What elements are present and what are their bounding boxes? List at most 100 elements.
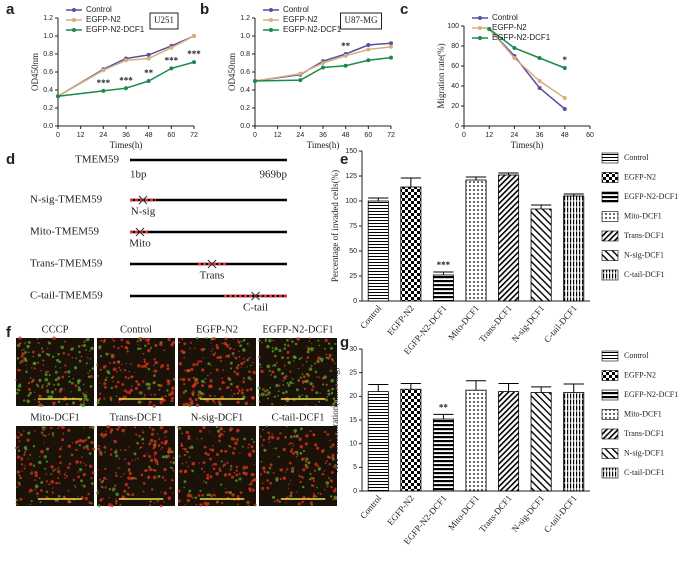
cell-dot [58, 389, 62, 393]
cell-dot [48, 373, 51, 377]
cell-dot [98, 397, 102, 401]
cell-dot [18, 336, 22, 340]
cell-dot [67, 489, 70, 492]
cell-dot [295, 491, 298, 493]
cell-dot [183, 453, 187, 457]
cell-dot [61, 438, 65, 442]
cell-dot [84, 497, 88, 501]
cell-dot [226, 490, 229, 494]
cell-dot [124, 449, 127, 452]
cell-dot [127, 486, 130, 489]
cell-dot [260, 369, 264, 374]
cell-dot [271, 370, 275, 374]
cell-dot [152, 404, 157, 408]
cell-dot [262, 428, 264, 431]
cell-dot [333, 399, 338, 404]
legend-swatch [601, 448, 619, 459]
cell-dot [319, 357, 324, 362]
construct-name: Trans-TMEM59 [30, 258, 103, 270]
cell-dot [153, 393, 156, 396]
cell-dot [250, 445, 254, 449]
cell-dot [209, 379, 213, 383]
cell-dot [40, 449, 44, 454]
cell-dot [189, 445, 194, 450]
cell-dot [143, 337, 146, 340]
cell-dot [59, 473, 61, 475]
cell-dot [108, 487, 112, 491]
cell-dot [287, 361, 291, 365]
cell-dot [118, 457, 121, 460]
cell-dot [137, 457, 139, 460]
cell-dot [287, 344, 290, 347]
cell-dot [63, 473, 66, 476]
x-tick-label: 36 [319, 132, 327, 139]
legend-swatch [601, 230, 619, 242]
cell-dot [164, 394, 167, 398]
legend-label: EGFP-N2-DCF1 [492, 33, 551, 42]
cell-dot [314, 362, 317, 365]
cell-dot [257, 386, 261, 390]
cell-dot [54, 468, 57, 471]
cell-dot [68, 375, 70, 378]
cell-dot [85, 395, 88, 398]
cell-dot [306, 345, 308, 348]
data-point [321, 65, 325, 70]
y-tick-label: 5 [353, 464, 357, 471]
cell-dot [59, 461, 62, 465]
cell-dot [54, 365, 57, 368]
cell-dot [152, 370, 154, 372]
cell-dot [269, 481, 272, 485]
cell-dot [263, 448, 267, 452]
cell-dot [265, 393, 268, 397]
legend-marker [478, 26, 482, 30]
cell-dot [305, 434, 309, 438]
cell-dot [48, 433, 50, 436]
cell-dot [143, 358, 146, 361]
cell-dot [260, 460, 263, 463]
cell-dot [19, 482, 21, 484]
cell-dot [44, 377, 49, 382]
legend-swatch [601, 467, 619, 479]
cell-dot [36, 496, 38, 498]
cell-dot [103, 476, 107, 480]
series-line [254, 46, 392, 82]
cell-dot [249, 453, 252, 456]
cell-dot [170, 466, 174, 470]
x-tick-label: Trans-DCF1 [477, 303, 514, 344]
cell-dot [251, 479, 255, 482]
cell-dot [283, 347, 287, 350]
cell-dot [44, 373, 48, 377]
cell-dot [70, 391, 72, 393]
cell-dot [228, 378, 232, 382]
cell-dot [51, 487, 54, 489]
cell-dot [26, 438, 30, 442]
x-tick-label: 60 [364, 132, 372, 139]
cell-dot [334, 487, 337, 490]
cell-dot [298, 474, 301, 477]
cell-dot [202, 392, 204, 395]
cell-dot [161, 476, 165, 479]
segment-label: N-sig [131, 206, 156, 218]
cell-dot [143, 396, 146, 399]
cell-dot [284, 436, 287, 438]
cell-dot [235, 473, 239, 477]
cell-dot [238, 389, 241, 392]
cell-dot [286, 382, 289, 385]
cell-dot [276, 498, 280, 503]
cell-dot [331, 443, 335, 447]
cell-dot [297, 502, 301, 506]
panel-letter: a [6, 1, 15, 18]
cell-dot [169, 461, 172, 464]
cell-dot [224, 449, 228, 453]
significance: *** [187, 49, 201, 59]
cell-dot [316, 359, 320, 364]
cell-dot [78, 350, 81, 354]
cell-dot [138, 447, 141, 450]
bar [465, 179, 487, 302]
cell-dot [110, 398, 113, 401]
cell-dot [335, 466, 338, 469]
cell-dot [240, 361, 244, 366]
cell-dot [24, 464, 26, 467]
cell-dot [50, 426, 53, 430]
cell-dot [289, 449, 293, 453]
